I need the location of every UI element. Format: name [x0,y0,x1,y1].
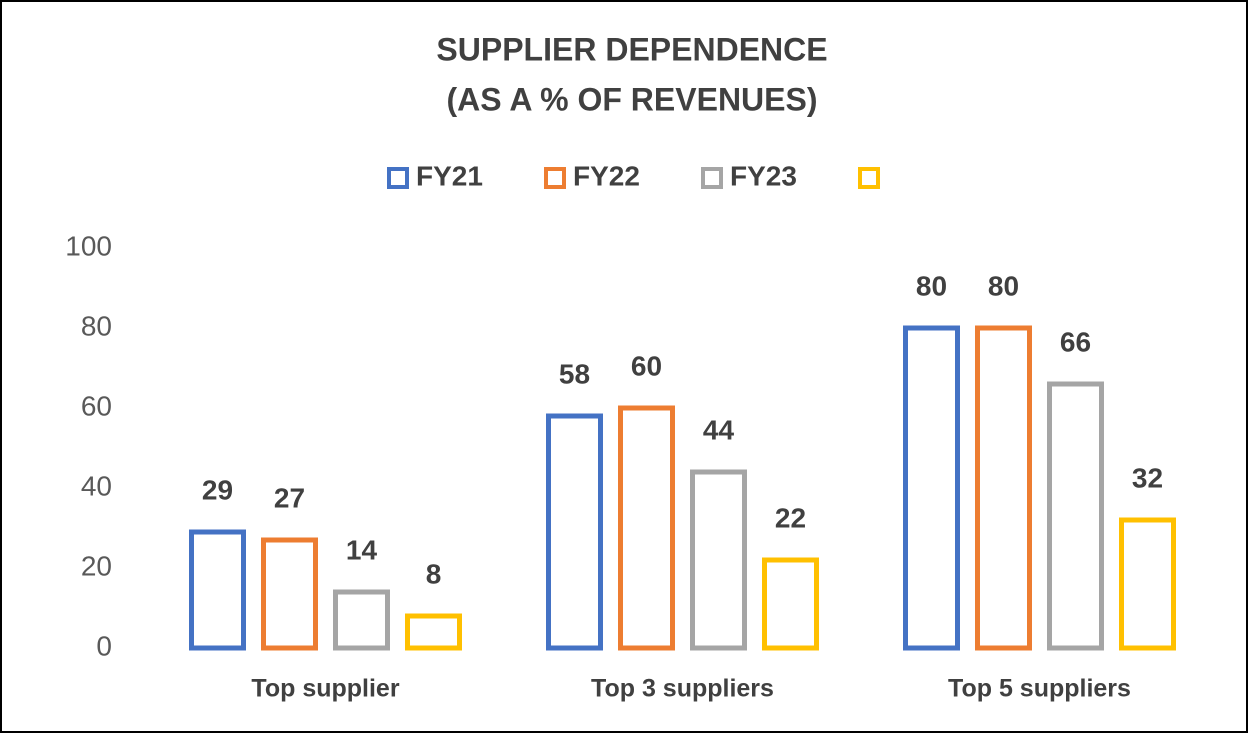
data-label: 60 [631,350,662,381]
y-tick-label: 100 [65,230,112,261]
data-label: 44 [703,414,735,445]
bar [408,616,460,648]
x-tick-label: Top 3 suppliers [591,675,774,703]
legend-swatch [703,169,721,187]
x-tick-label: Top 5 suppliers [948,675,1131,703]
legend-label: FY21 [416,160,483,191]
bar [978,328,1030,648]
bar [336,592,388,648]
data-label: 58 [559,358,590,389]
legend-swatch [860,169,878,187]
bar [549,416,601,648]
y-tick-label: 0 [96,630,112,661]
legend-label: FY22 [573,160,640,191]
data-label: 8 [426,558,442,589]
data-label: 14 [346,534,378,565]
bar [765,560,817,648]
data-label: 27 [274,482,305,513]
chart: SUPPLIER DEPENDENCE (AS A % OF REVENUES)… [0,0,1249,734]
bar [906,328,958,648]
bar [264,540,316,648]
data-label: 80 [988,270,1019,301]
legend-swatch [546,169,564,187]
y-tick-label: 60 [81,390,112,421]
bar [693,472,745,648]
bar [192,532,244,648]
bar [1122,520,1174,648]
y-tick-label: 40 [81,470,112,501]
chart-title: (AS A % OF REVENUES) [447,81,818,117]
y-tick-label: 20 [81,550,112,581]
legend-swatch [389,169,407,187]
data-label: 32 [1132,462,1163,493]
chart-title: SUPPLIER DEPENDENCE [436,31,827,67]
data-label: 22 [775,502,806,533]
data-label: 66 [1060,326,1091,357]
y-tick-label: 80 [81,310,112,341]
bar [1050,384,1102,648]
legend-label: FY23 [730,160,797,191]
data-label: 29 [202,474,233,505]
x-tick-label: Top supplier [251,675,399,703]
data-label: 80 [916,270,947,301]
bar [621,408,673,648]
